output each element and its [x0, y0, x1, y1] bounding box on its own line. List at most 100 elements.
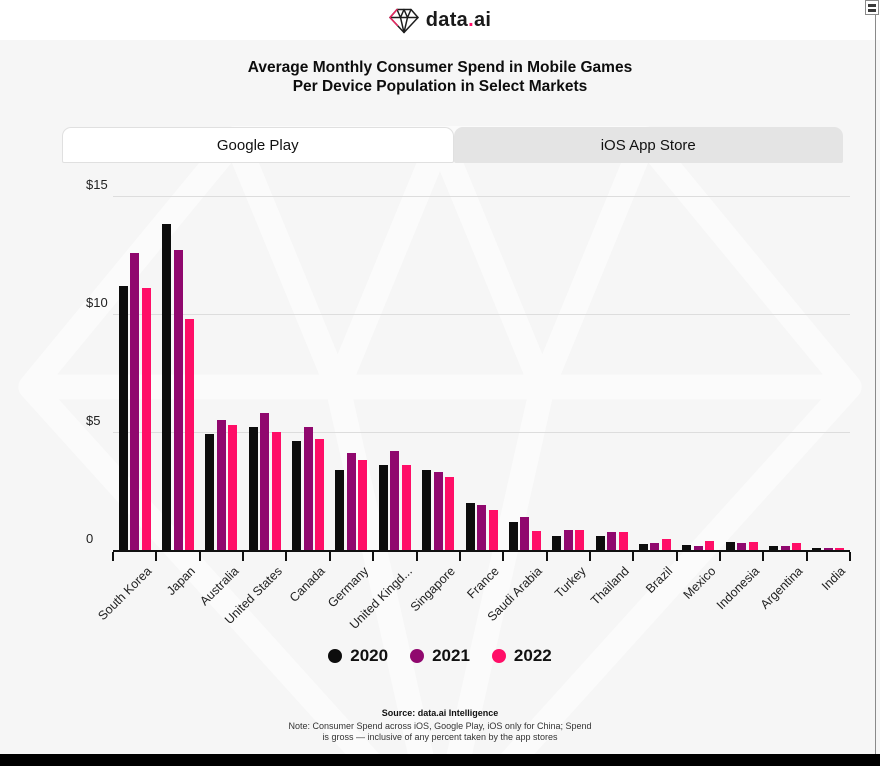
chart-title: Average Monthly Consumer Spend in Mobile… [0, 58, 880, 96]
bar-2021 [173, 250, 183, 550]
bar-2021 [823, 547, 833, 550]
bar-2022 [531, 531, 541, 550]
bar-2020 [769, 546, 779, 550]
brand-dot: . [468, 8, 474, 31]
bar-group: France [458, 198, 503, 601]
legend-item-2020: 2020 [328, 646, 388, 666]
x-axis-label: India [819, 564, 849, 594]
bar-2022 [575, 529, 585, 550]
scrollbar-track[interactable] [875, 15, 876, 754]
bar-2022 [141, 288, 151, 550]
bottom-bar [0, 754, 880, 766]
bar-2021 [477, 505, 487, 550]
legend-dot-2020 [328, 649, 343, 663]
bar-2021 [130, 252, 140, 550]
footer: Source: data.ai Intelligence Note: Consu… [0, 708, 880, 743]
x-axis-label: Australia [197, 564, 242, 609]
bar-group: South Korea [96, 198, 156, 623]
y-axis-label: $15 [86, 177, 108, 192]
bar-2021 [346, 453, 356, 550]
bar-2020 [292, 441, 302, 550]
bar-2022 [315, 439, 325, 550]
bar-2020 [378, 465, 388, 550]
header: data.ai [0, 0, 880, 40]
scrollbar-element-icon[interactable] [865, 0, 879, 15]
bar-group: Germany [325, 198, 373, 610]
bar-2020 [682, 545, 692, 550]
bar-2021 [216, 420, 226, 550]
x-axis-label: Canada [287, 564, 329, 605]
bar-2022 [271, 432, 281, 550]
x-axis-label: Japan [163, 564, 198, 598]
bar-2022 [661, 539, 671, 550]
x-axis-label: France [464, 564, 502, 602]
chart-legend: 2020 2021 2022 [0, 646, 880, 666]
bar-2020 [638, 544, 648, 550]
legend-label: 2020 [350, 646, 389, 665]
bar-group: Indonesia [713, 198, 763, 612]
brand-prefix: data [425, 8, 469, 31]
bar-2020 [335, 469, 345, 550]
bar-2021 [693, 545, 703, 550]
legend-item-2022: 2022 [491, 646, 552, 666]
bar-group: Thailand [588, 198, 633, 608]
bar-2022 [488, 509, 498, 550]
bar-2022 [618, 532, 628, 550]
dataai-logo[interactable]: data.ai [389, 7, 491, 34]
bar-2021 [520, 516, 530, 550]
y-axis-label: $5 [86, 413, 101, 428]
bar-2020 [812, 548, 822, 550]
source-text: Source: data.ai Intelligence [381, 708, 499, 718]
chart-title-line2: Per Device Population in Select Markets [292, 78, 588, 95]
bar-2021 [260, 413, 270, 550]
bar-2020 [552, 535, 562, 550]
legend-item-2021: 2021 [410, 646, 470, 666]
bar-group: Saudi Arabia [485, 198, 546, 624]
tab-google-play[interactable]: Google Play [62, 127, 454, 163]
bar-group: Turkey [545, 198, 590, 601]
x-axis-label: Thailand [587, 564, 632, 608]
bar-group: Singapore [408, 198, 460, 614]
x-axis-label: Turkey [551, 564, 589, 601]
gridline [113, 196, 850, 197]
x-axis-label: Indonesia [713, 564, 762, 613]
bar-2022 [748, 541, 758, 550]
bar-2020 [465, 502, 475, 550]
bar-2022 [705, 541, 715, 550]
y-axis-label: $10 [86, 295, 108, 310]
bar-group: United Kingd... [347, 198, 416, 632]
store-tabs: Google Play iOS App Store [62, 127, 843, 163]
x-axis-label: Singapore [407, 564, 459, 615]
tab-ios-app-store[interactable]: iOS App Store [453, 127, 843, 163]
bar-chart: $15 $10 $5 0 South Korea Japan Australia United… [86, 177, 851, 632]
bar-2022 [401, 465, 411, 550]
bar-2021 [737, 542, 747, 550]
bar-2021 [607, 532, 617, 550]
bar-2022 [445, 476, 455, 550]
content-area: Average Monthly Consumer Spend in Mobile… [0, 40, 880, 754]
bar-2022 [228, 424, 238, 550]
x-axis-label: South Korea [95, 564, 155, 624]
bar-group: United States [222, 198, 286, 627]
bar-group: Argentina [757, 198, 806, 612]
bar-2020 [422, 469, 432, 550]
bar-2021 [780, 546, 790, 550]
legend-dot-2022 [491, 649, 506, 663]
bar-group: Mexico [675, 198, 720, 602]
x-axis-label: Mexico [680, 564, 719, 602]
bar-2022 [358, 460, 368, 550]
bar-group: India [805, 198, 850, 593]
bar-2020 [118, 285, 128, 550]
bar-2020 [205, 434, 215, 550]
bar-2022 [835, 547, 845, 550]
bar-2022 [185, 318, 195, 550]
note-line1: Note: Consumer Spend across iOS, Google … [288, 721, 592, 731]
bars-row: South Korea Japan Australia United States Ca… [96, 198, 851, 632]
bar-2022 [792, 542, 802, 550]
legend-label: 2022 [513, 646, 552, 665]
legend-dot-2021 [410, 649, 425, 663]
brand-suffix: ai [473, 8, 492, 31]
bar-group: Japan [155, 198, 199, 598]
note-line2: is gross — inclusive of any percent take… [322, 732, 558, 742]
x-axis-label: Argentina [757, 564, 805, 612]
